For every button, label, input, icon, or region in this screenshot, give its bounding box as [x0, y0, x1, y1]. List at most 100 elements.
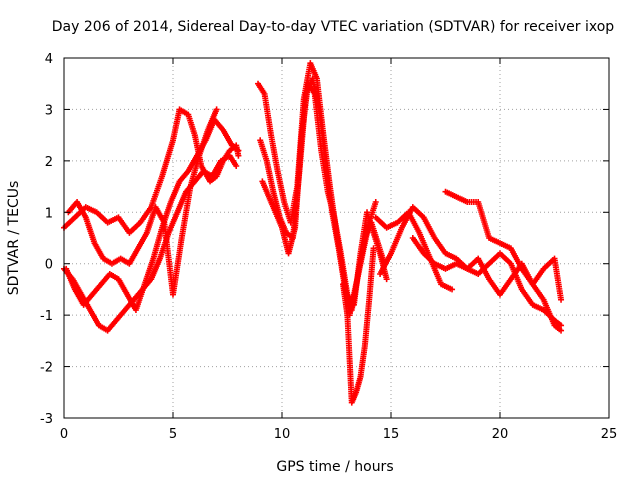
series-markers: [351, 252, 364, 306]
series-markers: [422, 251, 437, 266]
series-markers: [286, 226, 298, 255]
axis-ticks: [63, 57, 610, 419]
series-markers: [318, 149, 331, 193]
series-markers: [399, 206, 415, 229]
series-markers: [498, 251, 513, 266]
series-markers: [84, 205, 98, 215]
data-point: [558, 322, 565, 329]
series-markers: [531, 302, 545, 313]
series-markers: [487, 235, 502, 246]
series-markers: [106, 215, 120, 225]
series-markers: [142, 257, 156, 286]
series-markers: [110, 256, 122, 266]
series-markers: [344, 314, 355, 404]
y-axis-label: SDTVAR / TECUs: [6, 181, 22, 296]
series-track-f: [257, 75, 388, 313]
series-markers: [256, 82, 267, 96]
series-markers: [75, 200, 88, 219]
series-markers: [148, 175, 165, 209]
series-markers: [105, 318, 119, 333]
series-markers: [63, 267, 78, 291]
series-track-d: [65, 106, 220, 298]
series-markers: [487, 251, 502, 266]
series-markers: [498, 277, 513, 296]
series-markers: [530, 283, 546, 301]
series-markers: [444, 251, 458, 261]
series-markers: [159, 139, 176, 178]
series-markers: [114, 308, 127, 322]
series-markers: [411, 205, 426, 219]
data-point: [558, 327, 565, 334]
data-series: [61, 60, 565, 406]
series-markers: [227, 154, 239, 168]
y-tick-label: 4: [45, 52, 53, 67]
x-tick-label: 10: [274, 427, 291, 442]
series-markers: [266, 195, 278, 214]
series-markers: [177, 169, 191, 183]
series-markers: [553, 318, 563, 328]
series-markers: [188, 154, 202, 188]
series-markers: [275, 170, 287, 203]
series-markers: [210, 159, 223, 178]
series-markers: [83, 216, 97, 245]
series-markers: [178, 107, 190, 117]
series-markers: [261, 93, 274, 136]
y-tick-label: 3: [45, 103, 53, 118]
series-markers: [553, 323, 563, 333]
series-markers: [336, 247, 348, 291]
series-markers: [108, 272, 120, 282]
series-markers: [150, 226, 165, 260]
series-markers: [362, 298, 373, 347]
series-markers: [95, 210, 110, 225]
series-markers: [179, 185, 194, 239]
series-markers: [366, 247, 377, 301]
series-markers: [433, 261, 447, 271]
x-tick-label: 20: [492, 427, 509, 442]
series-markers: [116, 277, 130, 296]
series-markers: [331, 216, 344, 255]
series-markers: [411, 236, 426, 255]
data-point: [213, 106, 220, 113]
series-markers: [230, 143, 240, 153]
y-tick-label: -3: [40, 412, 53, 427]
series-markers: [455, 261, 469, 271]
series-markers: [81, 293, 95, 307]
x-axis-label: GPS time / hours: [276, 459, 393, 475]
series-markers: [455, 194, 469, 205]
series-markers: [388, 226, 405, 255]
series-markers: [498, 241, 513, 251]
series-markers: [530, 267, 546, 286]
series-markers: [421, 216, 437, 240]
series-markers: [168, 180, 182, 204]
x-tick-label: 0: [60, 427, 68, 442]
series-markers: [62, 215, 77, 230]
series-markers: [148, 257, 163, 281]
y-tick-label: 0: [45, 258, 53, 273]
series-markers: [476, 257, 492, 281]
series-markers: [444, 261, 458, 271]
series-markers: [311, 93, 324, 152]
series-markers: [308, 62, 320, 80]
series-markers: [520, 288, 535, 307]
y-tick-label: 2: [45, 155, 53, 170]
series-markers: [88, 308, 101, 327]
series-track-l: [409, 235, 565, 303]
series-markers: [212, 118, 225, 132]
series-markers: [306, 82, 317, 96]
series-markers: [284, 231, 295, 240]
data-point: [558, 296, 565, 303]
series-markers: [205, 108, 219, 132]
series-markers: [273, 211, 285, 229]
y-tick-label: 1: [45, 206, 53, 221]
series-track-g: [259, 80, 390, 308]
data-point: [383, 276, 390, 283]
series-markers: [175, 190, 189, 214]
series-markers: [170, 108, 183, 142]
series-track-h: [340, 245, 377, 406]
series-markers: [374, 215, 389, 230]
series-markers: [298, 82, 311, 136]
series-markers: [519, 262, 535, 286]
series-markers: [196, 128, 211, 157]
series-markers: [136, 231, 149, 250]
